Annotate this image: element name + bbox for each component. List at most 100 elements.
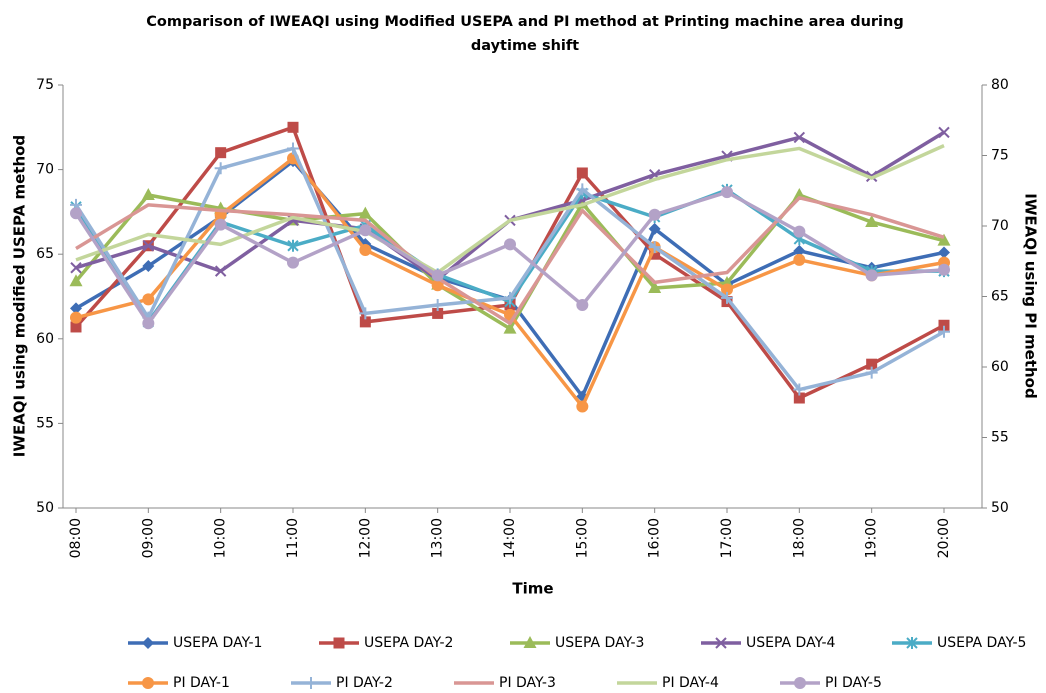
- y2-tick-label: 75: [991, 148, 1009, 164]
- data-point: [214, 218, 227, 231]
- y2-axis-label: IWEAQI using PI method: [1022, 193, 1040, 398]
- legend-item: PI DAY-3: [454, 675, 556, 691]
- y2-tick-label: 80: [991, 77, 1009, 93]
- legend-label: PI DAY-1: [173, 675, 230, 691]
- data-point: [937, 233, 951, 246]
- data-point: [869, 212, 874, 217]
- data-point: [504, 238, 516, 251]
- x-tick-label: 11:00: [285, 518, 301, 558]
- data-point: [431, 269, 444, 282]
- data-point: [215, 147, 227, 159]
- data-point: [141, 187, 155, 200]
- data-point: [74, 257, 79, 262]
- data-point: [797, 195, 802, 200]
- data-point: [649, 248, 661, 260]
- y2-tick-label: 55: [991, 430, 1009, 446]
- x-tick-label: 20:00: [936, 518, 952, 558]
- y2-tick-label: 65: [991, 289, 1009, 305]
- data-point: [359, 224, 372, 237]
- legend-marker: [333, 637, 345, 649]
- legend-label: USEPA DAY-3: [555, 635, 644, 651]
- series: [74, 143, 947, 275]
- legend-item: USEPA DAY-2: [319, 635, 453, 651]
- x-tick-label: 14:00: [502, 518, 518, 558]
- data-point: [793, 225, 806, 238]
- data-point: [648, 281, 662, 294]
- data-point: [363, 218, 368, 223]
- data-point: [652, 177, 657, 182]
- legend-label: PI DAY-5: [825, 675, 882, 691]
- data-point: [576, 167, 588, 179]
- series-line: [75, 144, 945, 275]
- data-point: [70, 321, 82, 333]
- data-point: [721, 186, 733, 199]
- data-point: [865, 215, 879, 228]
- legend-label: PI DAY-3: [499, 675, 556, 691]
- legend-item: PI DAY-2: [291, 675, 393, 691]
- legend-label: USEPA DAY-1: [173, 635, 262, 651]
- data-point: [793, 244, 806, 257]
- legend-marker: [142, 637, 154, 649]
- data-point: [214, 162, 227, 175]
- data-point: [721, 283, 733, 296]
- chart-title: Comparison of IWEAQI using Modified USEP…: [146, 14, 903, 30]
- legend-label: PI DAY-4: [662, 675, 719, 691]
- data-point: [142, 317, 155, 330]
- legend-label: PI DAY-2: [336, 675, 393, 691]
- data-point: [359, 243, 372, 256]
- data-point: [70, 302, 82, 315]
- legend-item: PI DAY-4: [617, 675, 719, 691]
- data-point: [576, 400, 589, 413]
- legend-marker: [794, 677, 806, 689]
- data-point: [146, 232, 151, 237]
- data-point: [218, 208, 223, 213]
- data-point: [287, 256, 299, 269]
- data-point: [287, 142, 299, 155]
- series-line: [74, 146, 945, 392]
- x-tick-label: 13:00: [430, 518, 446, 558]
- legend-marker: [906, 637, 918, 649]
- data-point: [942, 235, 947, 240]
- x-tick-label: 18:00: [791, 518, 807, 558]
- data-point: [142, 260, 155, 273]
- data-point: [214, 265, 227, 277]
- legend-item: USEPA DAY-1: [128, 635, 262, 651]
- chart-title: daytime shift: [471, 38, 579, 54]
- data-point: [938, 319, 950, 331]
- legend-marker: [715, 637, 727, 649]
- legend-item: PI DAY-1: [128, 675, 230, 691]
- legend-label: USEPA DAY-4: [746, 635, 836, 651]
- data-point: [359, 307, 372, 320]
- data-point: [942, 143, 947, 148]
- y2-tick-label: 60: [991, 359, 1009, 375]
- series: [70, 155, 950, 403]
- series-line: [75, 196, 945, 326]
- x-tick-label: 17:00: [719, 518, 735, 558]
- data-point: [287, 121, 299, 133]
- data-point: [721, 291, 733, 304]
- x-tick-label: 09:00: [140, 518, 156, 558]
- data-point: [146, 202, 151, 207]
- data-point: [291, 215, 296, 220]
- y2-tick-label: 70: [991, 218, 1009, 234]
- data-point: [793, 253, 806, 266]
- y-tick-label: 50: [36, 500, 54, 516]
- legend-marker: [305, 677, 317, 689]
- data-point: [508, 218, 513, 223]
- x-tick-label: 19:00: [864, 518, 880, 558]
- y-tick-label: 70: [36, 162, 54, 178]
- data-point: [70, 311, 82, 324]
- data-point: [580, 202, 585, 207]
- legend-marker: [142, 677, 154, 689]
- data-point: [70, 262, 82, 274]
- x-tick-label: 15:00: [574, 518, 590, 558]
- data-point: [866, 358, 878, 370]
- data-point: [431, 279, 444, 292]
- data-point: [503, 321, 517, 334]
- series: [70, 142, 950, 396]
- data-point: [648, 241, 661, 254]
- series: [70, 186, 950, 330]
- data-point: [431, 298, 444, 311]
